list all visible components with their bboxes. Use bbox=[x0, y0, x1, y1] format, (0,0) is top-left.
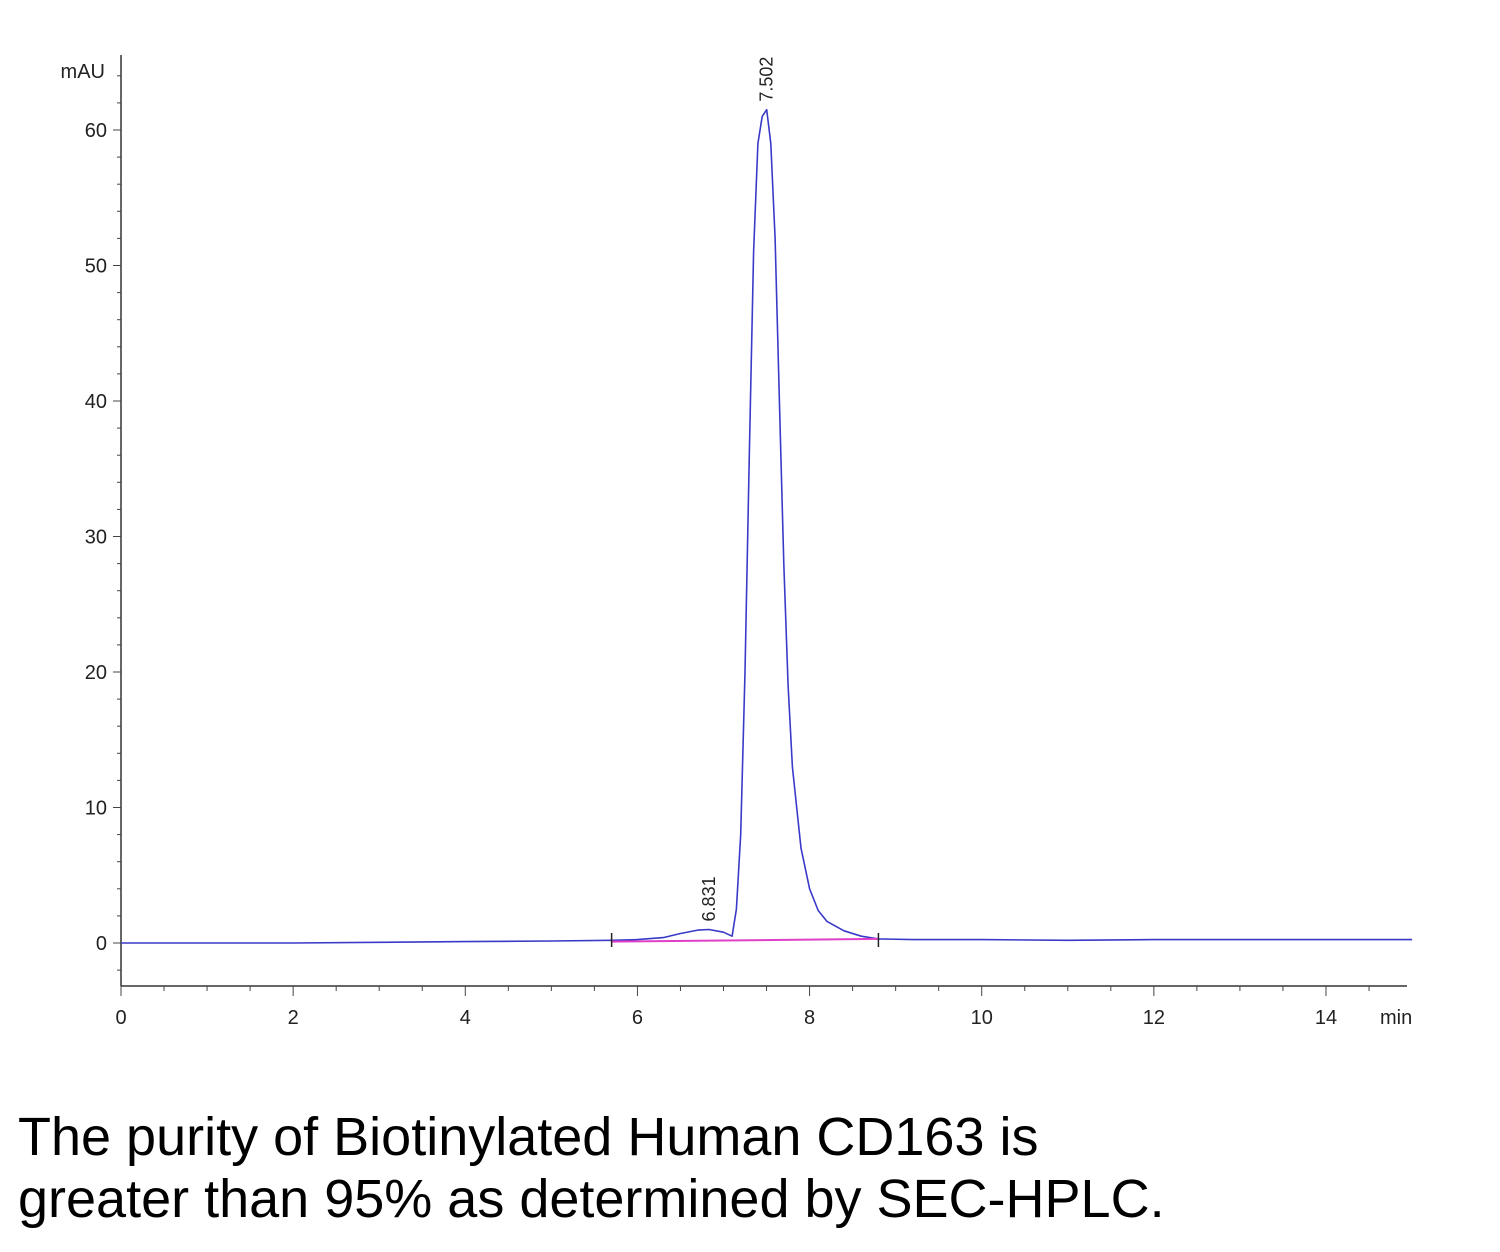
x-axis-unit: min bbox=[1380, 1007, 1412, 1029]
series-layer bbox=[121, 108, 1413, 947]
signal-trace bbox=[121, 108, 1413, 944]
x-tick-label: 8 bbox=[804, 1007, 815, 1029]
x-tick-label: 4 bbox=[460, 1007, 471, 1029]
y-tick-label: 20 bbox=[85, 662, 107, 684]
baseline-trace bbox=[611, 937, 879, 943]
peak-label: 7.502 bbox=[757, 57, 777, 102]
y-tick-label: 0 bbox=[96, 933, 107, 955]
x-tick-label: 2 bbox=[288, 1007, 299, 1029]
chromatogram-chart: 0 10 20 30 40 50 60 mAU 0 2 4 6 8 10 12 14 min 6.831 7.50… bbox=[61, 55, 1413, 1029]
labels-layer: 6.831 7.502 bbox=[699, 57, 777, 922]
y-tick-label: 40 bbox=[85, 391, 107, 413]
y-tick-label: 60 bbox=[85, 120, 107, 142]
axes: 0 10 20 30 40 50 60 mAU 0 2 4 6 8 10 12 14 min bbox=[61, 55, 1412, 1029]
x-tick-label: 0 bbox=[115, 1007, 126, 1029]
y-tick-label: 30 bbox=[85, 527, 107, 549]
caption-line-2: greater than 95% as determined by SEC-HP… bbox=[18, 1169, 1165, 1229]
x-tick-label: 14 bbox=[1315, 1007, 1337, 1029]
x-tick-label: 10 bbox=[971, 1007, 993, 1029]
y-tick-label: 10 bbox=[85, 798, 107, 820]
caption-line-1: The purity of Biotinylated Human CD163 i… bbox=[18, 1107, 1039, 1167]
x-tick-label: 6 bbox=[632, 1007, 643, 1029]
y-axis-unit: mAU bbox=[61, 61, 105, 83]
y-tick-label: 50 bbox=[85, 256, 107, 278]
caption: The purity of Biotinylated Human CD163 i… bbox=[18, 1106, 1478, 1230]
x-tick-label: 12 bbox=[1143, 1007, 1165, 1029]
peak-label: 6.831 bbox=[699, 876, 719, 921]
